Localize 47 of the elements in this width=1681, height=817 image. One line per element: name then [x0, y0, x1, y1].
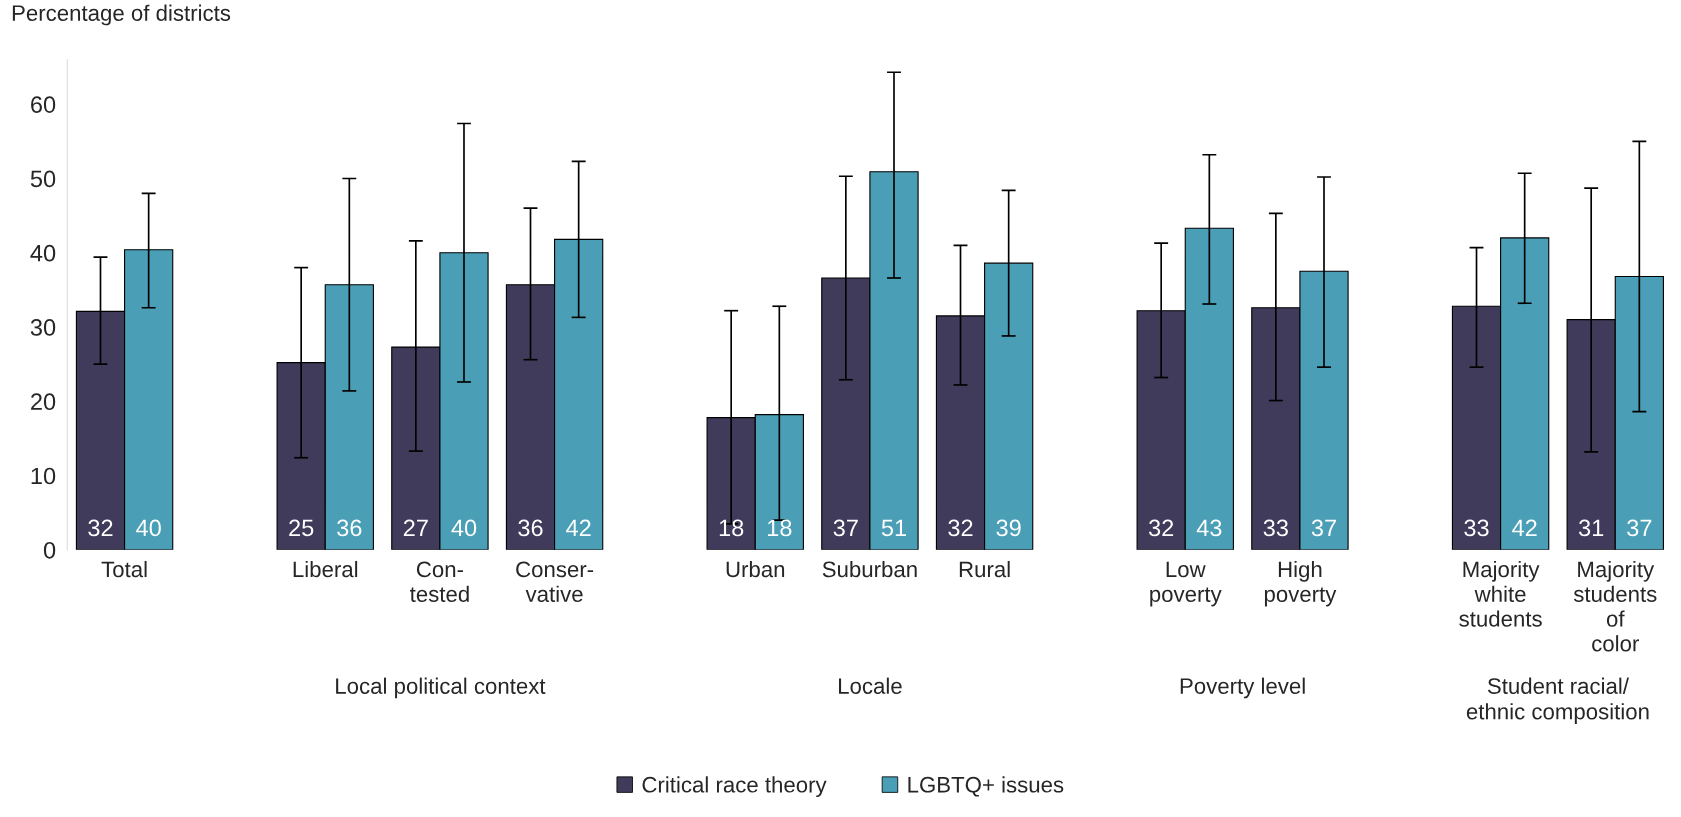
legend-label: LGBTQ+ issues — [908, 776, 1064, 797]
x-tick-label: Majority white students — [1459, 560, 1542, 627]
y-tick-label: 0 — [43, 541, 56, 559]
y-tick-label: 10 — [31, 467, 56, 485]
x-tick-label: Rural — [959, 560, 1010, 578]
data-label: 18 — [719, 519, 744, 537]
data-label: 33 — [1263, 519, 1288, 537]
data-label: 32 — [1148, 519, 1174, 537]
x-tick-label: Total — [101, 560, 147, 578]
y-tick-label: 30 — [30, 319, 56, 336]
data-label: 31 — [1578, 519, 1604, 537]
y-tick-label: 50 — [30, 170, 56, 188]
data-label: 25 — [289, 519, 314, 537]
data-label: 39 — [996, 519, 1021, 537]
data-label: 40 — [451, 519, 477, 537]
text: Student racial/ ethnic composition — [1466, 677, 1649, 724]
data-label: 36 — [337, 519, 362, 537]
text: Poverty level — [1180, 677, 1305, 699]
x-tick-label: High poverty — [1264, 560, 1337, 607]
x-tick-label: Con- tested — [409, 561, 469, 603]
y-tick-label: 40 — [30, 244, 56, 262]
x-tick-label: Urban — [726, 560, 785, 578]
data-label: 42 — [1512, 519, 1537, 537]
data-label: 37 — [1311, 519, 1336, 537]
data-label: 37 — [833, 519, 858, 537]
x-tick-label: Liberal — [293, 560, 358, 578]
y-tick-label: 60 — [31, 96, 56, 113]
data-label: 33 — [1464, 519, 1489, 537]
x-tick-label: Conser- vative — [516, 561, 594, 603]
data-label: 36 — [518, 519, 543, 537]
data-label: 42 — [566, 519, 591, 537]
x-tick-label: Majority students of color — [1573, 560, 1657, 652]
text: Local political context — [336, 677, 546, 699]
legend-label: Critical race theory — [642, 776, 827, 797]
text: Locale — [839, 677, 902, 694]
data-label: 37 — [1627, 519, 1652, 537]
data-label: 32 — [948, 519, 973, 537]
y-tick-label: 20 — [31, 393, 56, 411]
data-label: 32 — [88, 519, 113, 537]
data-label: 27 — [403, 519, 428, 537]
x-tick-label: Suburban — [822, 560, 917, 578]
y-axis-title: Percentage of districts — [12, 4, 231, 26]
data-label: 18 — [768, 519, 792, 537]
x-tick-label: Low poverty — [1150, 561, 1222, 607]
data-label: 40 — [136, 519, 161, 537]
data-label: 43 — [1196, 519, 1222, 537]
data-label: 51 — [881, 519, 906, 537]
